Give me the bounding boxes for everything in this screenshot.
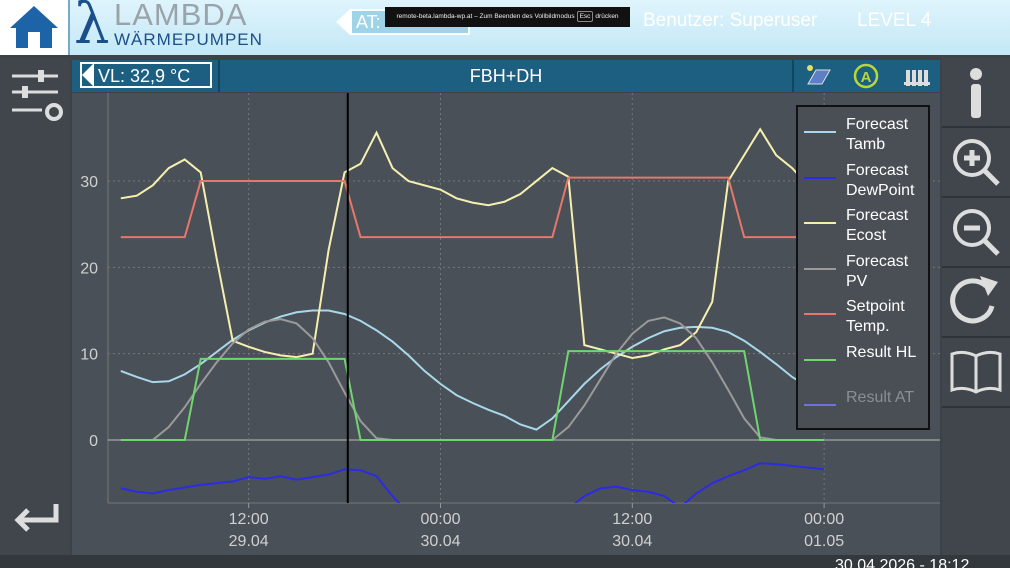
manual-button[interactable]: [942, 338, 1010, 408]
x-tick-date: 01.05: [804, 533, 844, 550]
logo-brand: LAMBDA: [114, 0, 248, 32]
legend-swatch: [804, 222, 836, 224]
status-icons: A: [807, 63, 930, 89]
settings-button[interactable]: [8, 66, 68, 126]
zoom-in-button[interactable]: [942, 128, 1010, 198]
refresh-button[interactable]: [942, 268, 1010, 338]
legend-label: Setpoint Temp.: [846, 298, 905, 335]
back-button[interactable]: [8, 498, 64, 538]
legend-swatch: [804, 358, 836, 361]
at-arrow: [336, 9, 350, 35]
series-line: [120, 309, 825, 431]
zoom-out-icon: [953, 209, 1000, 256]
legend-label: Forecast Ecost: [846, 207, 909, 244]
x-tick-label: 00:00: [804, 511, 844, 528]
legend-label: Result HL: [846, 343, 917, 361]
user-label: Benutzer: Superuser: [643, 10, 818, 31]
home-icon: [10, 6, 58, 48]
divider: [218, 60, 220, 92]
legend-swatch: [804, 313, 836, 315]
left-sidebar: [0, 58, 70, 555]
x-tick-date: 29.04: [229, 533, 269, 550]
home-button[interactable]: [0, 0, 70, 55]
datetime: 30.04.2026 - 18:12: [835, 557, 970, 568]
zoom-in-icon: [953, 139, 1000, 186]
y-tick-label: 10: [80, 347, 98, 364]
plot-lines: [120, 127, 825, 503]
legend-swatch: [804, 131, 836, 133]
legend-item[interactable]: Result AT: [798, 386, 928, 431]
svg-text:A: A: [861, 69, 872, 86]
vl-arrow: [82, 63, 94, 87]
legend-item[interactable]: Forecast Ecost: [798, 204, 928, 249]
legend-swatch: [804, 267, 836, 270]
info-button[interactable]: [942, 58, 1010, 128]
chart: 0 10 20 30 12:00 29.04 00:00 30.04 12:00 30.04 00:…: [80, 93, 940, 550]
legend-item[interactable]: Forecast DewPoint: [798, 159, 928, 204]
series-line: [120, 350, 825, 441]
fullscreen-notice: remote-beta.lambda-wp.at – Zum Beenden d…: [385, 7, 630, 27]
info-icon: [970, 68, 982, 118]
series-line: [120, 176, 825, 239]
x-tick-date: 30.04: [420, 533, 460, 550]
y-tick-label: 0: [89, 433, 98, 450]
legend-item[interactable]: Forecast PV: [798, 250, 928, 295]
series-line: [120, 127, 825, 360]
circuit-label: FBH+DH: [469, 66, 543, 86]
legend-label: Forecast Tamb: [846, 116, 909, 153]
logo-symbol: λ: [74, 0, 110, 57]
legend-swatch: [804, 404, 836, 406]
level-label: LEVEL 4: [857, 10, 932, 31]
series-line: [120, 316, 825, 441]
legend-item[interactable]: Result HL: [798, 341, 928, 386]
logo-sub: WÄRMEPUMPEN: [114, 30, 263, 49]
toolbar: [72, 60, 940, 92]
x-tick-label: 12:00: [612, 511, 652, 528]
y-tick-label: 30: [80, 174, 98, 191]
notice-text: remote-beta.lambda-wp.at – Zum Beenden d…: [396, 13, 575, 20]
y-tick-label: 20: [80, 260, 98, 277]
legend-label: Forecast DewPoint: [846, 161, 915, 199]
legend-item[interactable]: Setpoint Temp.: [798, 295, 928, 340]
legend-label: Result AT: [846, 389, 915, 406]
zoom-out-button[interactable]: [942, 198, 1010, 268]
right-sidebar: [942, 58, 1010, 555]
refresh-icon: [950, 276, 998, 324]
series-line: [120, 462, 825, 503]
book-icon: [950, 350, 1002, 394]
status-bar: 30.04.2026 - 18:12: [0, 555, 1010, 568]
x-tick-label: 00:00: [420, 511, 460, 528]
legend-swatch: [804, 176, 836, 179]
legend: Forecast Tamb Forecast DewPoint Forecast E…: [796, 105, 930, 430]
flow-temp[interactable]: VL: 32,9 °C: [80, 62, 212, 88]
x-tick-label: 12:00: [229, 511, 269, 528]
notice-text: drücken: [595, 13, 619, 20]
chart-area: [72, 93, 940, 555]
notice-key: Esc: [576, 11, 594, 22]
divider: [792, 60, 794, 92]
legend-item[interactable]: Forecast Tamb: [798, 113, 928, 158]
x-tick-date: 30.04: [612, 533, 652, 550]
legend-label: Forecast PV: [846, 252, 909, 290]
